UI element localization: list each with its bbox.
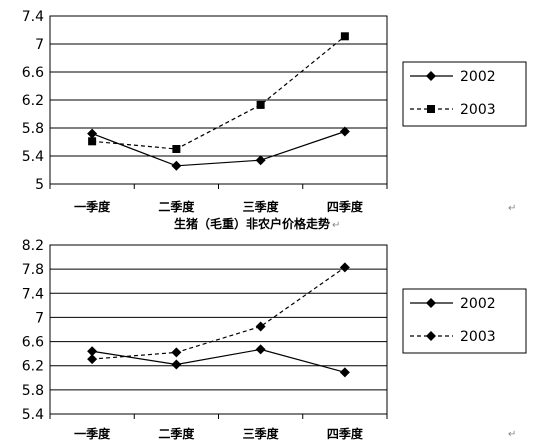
data-point-2003 — [339, 262, 350, 273]
x-tick-label: 四季度 — [327, 199, 364, 214]
y-tick-label: 5 — [35, 177, 44, 193]
x-tick-label: 三季度 — [243, 426, 280, 441]
paragraph-mark-caption: ↵ — [332, 220, 340, 231]
legend-swatch-marker — [427, 105, 435, 113]
y-tick-label: 6.2 — [22, 359, 44, 375]
data-point-2003 — [256, 100, 265, 109]
y-tick-label: 5.8 — [22, 121, 44, 137]
data-point-2003 — [87, 354, 98, 365]
x-tick-label: 二季度 — [158, 426, 195, 441]
x-tick-label: 一季度 — [74, 199, 111, 214]
x-tick-label: 二季度 — [158, 199, 195, 214]
data-point-2002 — [87, 128, 98, 139]
y-tick-label: 7.4 — [22, 9, 44, 25]
y-tick-label: 5.8 — [22, 383, 44, 399]
data-point-2003 — [172, 145, 181, 153]
paragraph-mark-bottom: ↵ — [508, 429, 516, 440]
series-line-2003 — [92, 35, 346, 150]
x-tick-label: 一季度 — [74, 426, 111, 441]
legend-box — [402, 61, 527, 127]
y-tick-label: 8.2 — [22, 238, 44, 254]
chart-top: 5 5.4 5.8 6.2 6.6 7 7.4 一季度 二季度 三季度 四季度 2002 2003 — [22, 9, 527, 214]
y-tick-label: 5.4 — [22, 407, 44, 423]
x-tick-label: 四季度 — [327, 426, 364, 441]
data-point-2002 — [339, 126, 350, 137]
data-point-2002 — [171, 160, 182, 171]
legend-swatch-marker — [426, 71, 436, 81]
chart-caption: 生猪（毛重）非农户价格走势 — [174, 216, 330, 231]
series-line-2002 — [91, 130, 346, 167]
y-tick-label: 7.4 — [22, 286, 44, 302]
x-tick-label: 三季度 — [243, 199, 280, 214]
series-line-2002 — [92, 348, 346, 373]
data-point-2002 — [171, 359, 182, 370]
paragraph-mark-top: ↵ — [508, 203, 516, 214]
plot-frame — [49, 244, 388, 415]
y-tick-label: 5.4 — [22, 149, 44, 165]
legend-label: 2002 — [460, 296, 496, 312]
y-tick-label: 6.6 — [22, 65, 44, 81]
chart-bottom: 5.4 5.8 6.2 6.6 7 7.4 7.8 8.2 一季度 二季度 三季度 四季度 2002 20… — [22, 216, 527, 441]
legend-label: 2002 — [460, 69, 496, 85]
data-point-2002 — [87, 346, 98, 357]
legend-swatch-marker — [426, 331, 436, 341]
data-point-2003 — [171, 347, 182, 358]
y-tick-label: 7 — [35, 310, 44, 326]
y-tick-label: 7 — [35, 37, 44, 53]
data-point-2003 — [340, 32, 349, 41]
y-tick-label: 6.2 — [22, 93, 44, 109]
data-point-2003 — [88, 137, 97, 146]
data-point-2003 — [255, 321, 266, 332]
y-tick-label: 6.6 — [22, 335, 44, 351]
data-point-2002 — [255, 155, 266, 166]
data-point-2002 — [339, 367, 350, 378]
legend-label: 2003 — [460, 102, 496, 118]
legend-box — [402, 288, 527, 354]
legend-swatch-marker — [426, 298, 436, 308]
legend-label: 2003 — [460, 329, 496, 345]
data-point-2002 — [255, 344, 266, 355]
y-tick-label: 7.8 — [22, 262, 44, 278]
series-line-2003 — [92, 266, 346, 360]
